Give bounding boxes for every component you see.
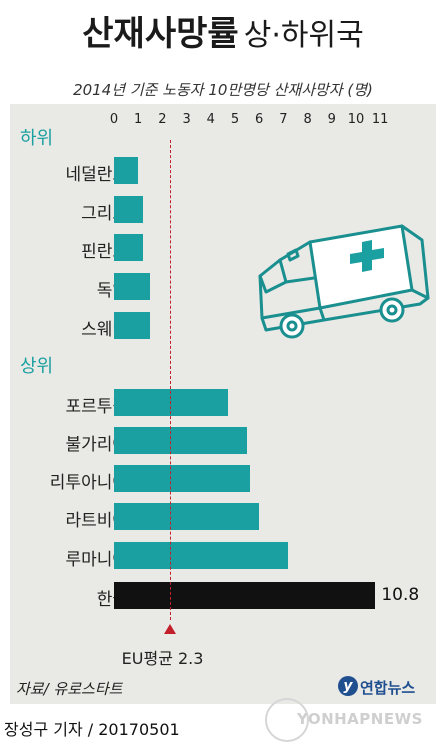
chart-subtitle: 2014년 기준 노동자 10만명당 산재사망자 (명) — [73, 81, 373, 99]
bar-highlight — [114, 582, 376, 609]
x-tick-label: 1 — [134, 112, 143, 127]
x-tick-label: 3 — [182, 112, 191, 127]
x-tick-label: 8 — [303, 112, 312, 127]
watermark: YONHAPNEWS — [265, 698, 445, 742]
brand-logo: y 연합뉴스 — [338, 675, 438, 701]
category-label: 리투아니아 — [49, 473, 128, 493]
watermark-logo-icon — [265, 698, 309, 742]
watermark-text: YONHAPNEWS — [297, 710, 423, 728]
category-label: 핀란드 — [81, 242, 128, 262]
category-label: 스웨덴 — [81, 320, 128, 340]
author-credit: 장성구 기자 / 20170501 — [4, 720, 180, 739]
x-tick-label: 7 — [279, 112, 288, 127]
bar — [114, 389, 228, 416]
category-label: 라트비아 — [65, 511, 128, 531]
x-tick-label: 2 — [158, 112, 167, 127]
category-label: 루마니아 — [65, 550, 128, 570]
source-note: 자료/ 유로스타트 — [16, 680, 123, 698]
bar — [114, 312, 151, 339]
eu-average-marker — [163, 624, 176, 634]
value-label-highlight: 10.8 — [381, 585, 420, 605]
title-sub: 상·하위국 — [243, 18, 364, 53]
x-tick-label: 6 — [255, 112, 264, 127]
group-label-lower: 하위 — [20, 128, 54, 149]
bar — [114, 542, 289, 569]
x-tick-label: 4 — [206, 112, 215, 127]
eu-average-line — [169, 140, 171, 620]
category-label: 그리스 — [81, 204, 128, 224]
x-tick-label: 0 — [109, 112, 119, 127]
category-label: 한국 — [96, 590, 128, 610]
x-tick-label: 5 — [230, 112, 240, 127]
category-label: 네덜란드 — [65, 165, 128, 185]
x-tick-label: 10 — [347, 112, 365, 127]
page-title: 산재사망률 상·하위국 — [0, 6, 446, 55]
group-label-upper: 상위 — [20, 356, 54, 377]
title-main: 산재사망률 — [82, 14, 239, 54]
bar — [114, 234, 144, 261]
x-tick-label: 11 — [371, 112, 389, 127]
category-label: 불가리아 — [65, 435, 128, 455]
brand-name: 연합뉴스 — [360, 679, 416, 697]
ambulance-icon — [258, 224, 430, 339]
bar — [114, 273, 151, 300]
bar — [114, 465, 250, 492]
eu-average-label: EU평균 2.3 — [121, 649, 204, 668]
bar — [114, 157, 139, 184]
x-tick-label: 9 — [327, 112, 336, 127]
brand-mark-icon: y — [338, 676, 358, 696]
bar — [114, 196, 144, 223]
bar — [114, 427, 248, 454]
category-label: 포르투갈 — [65, 397, 128, 417]
bar — [114, 503, 260, 530]
category-label: 독일 — [96, 281, 128, 301]
